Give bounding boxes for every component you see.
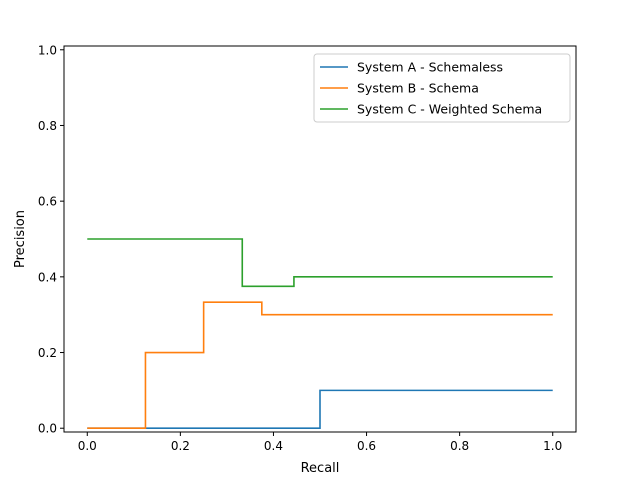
y-axis-label: Precision	[13, 210, 28, 268]
x-tick-label: 0.8	[450, 439, 469, 453]
series-line-0	[87, 389, 553, 430]
x-tick-label: 0.2	[171, 439, 190, 453]
x-axis-label: Recall	[301, 461, 340, 476]
y-axis-ticks: 0.0 0.2 0.4 0.6 0.8 1.0	[38, 43, 64, 436]
y-tick-label: 0.0	[38, 422, 57, 436]
series-layer	[87, 238, 553, 430]
x-axis-ticks: 0.0 0.2 0.4 0.6 0.8 1.0	[78, 432, 562, 453]
series-line-2	[87, 238, 553, 288]
legend-label-0: System A - Schemaless	[357, 60, 503, 75]
series-line-1	[87, 301, 553, 430]
legend: System A - Schemaless System B - Schema Sy…	[313, 53, 571, 123]
x-tick-label: 0.0	[78, 439, 97, 453]
x-tick-label: 0.6	[357, 439, 376, 453]
y-tick-label: 1.0	[38, 43, 57, 57]
y-tick-label: 0.8	[38, 119, 57, 133]
x-tick-label: 0.4	[264, 439, 283, 453]
x-tick-label: 1.0	[543, 439, 562, 453]
plot-frame	[63, 45, 577, 433]
legend-label-1: System B - Schema	[357, 81, 479, 96]
legend-label-2: System C - Weighted Schema	[357, 102, 542, 117]
y-tick-label: 0.4	[38, 270, 57, 284]
y-tick-label: 0.2	[38, 346, 57, 360]
legend-box	[313, 53, 571, 123]
y-tick-label: 0.6	[38, 195, 57, 209]
